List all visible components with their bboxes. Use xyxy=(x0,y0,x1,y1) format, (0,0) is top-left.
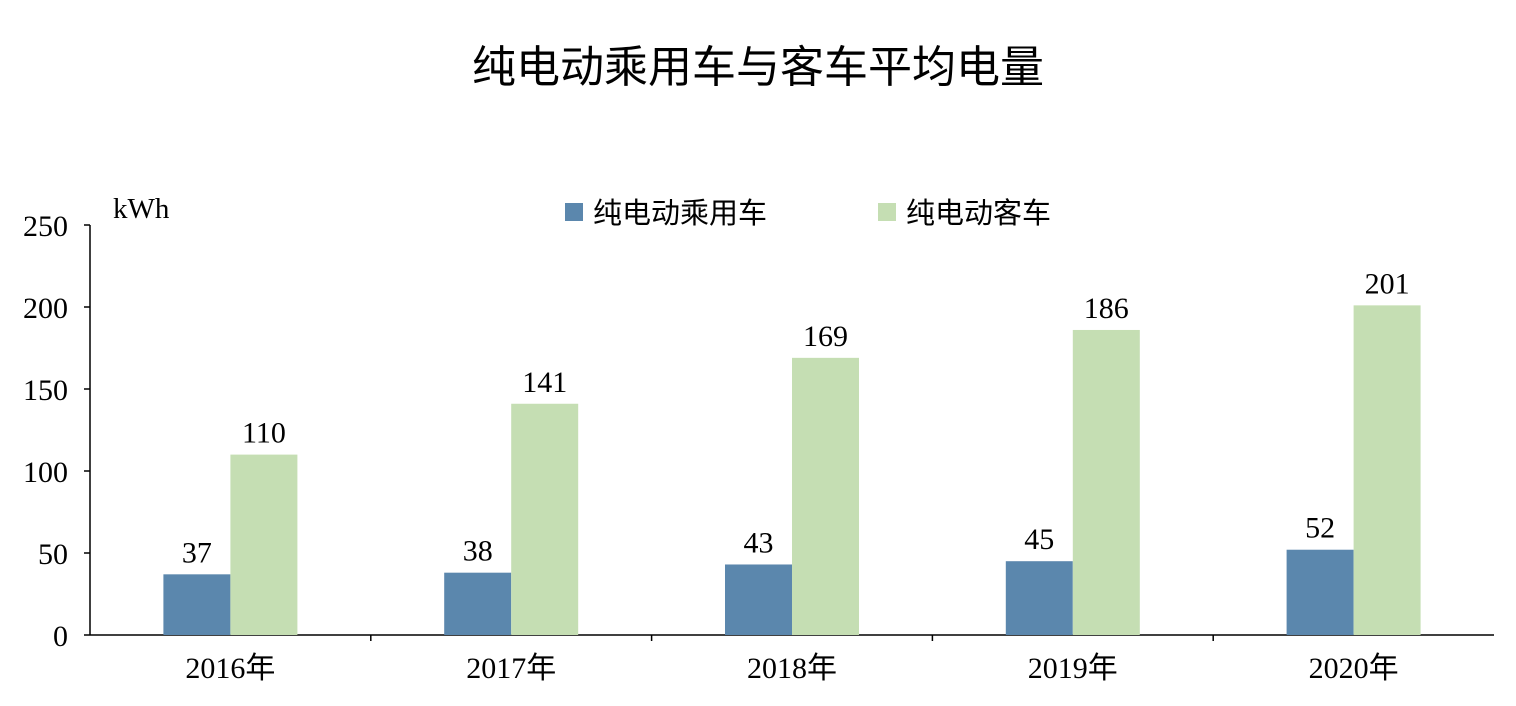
legend-swatch xyxy=(565,203,583,221)
bar xyxy=(230,454,298,635)
data-label: 169 xyxy=(803,320,848,353)
bar xyxy=(1286,549,1354,635)
x-tick-label: 2017年 xyxy=(466,652,556,685)
legend-label: 纯电动客车 xyxy=(906,196,1051,230)
bar xyxy=(163,574,231,635)
data-label: 110 xyxy=(242,417,286,450)
data-labels: 37 110 38 141 43 169 45 186 52 201 xyxy=(182,267,1410,569)
legend: 纯电动乘用车 纯电动客车 xyxy=(565,196,1051,230)
data-label: 201 xyxy=(1365,267,1410,300)
x-tick-label: 2020年 xyxy=(1309,652,1399,685)
y-tick-label: 250 xyxy=(23,210,68,243)
data-label: 38 xyxy=(463,535,493,568)
data-label: 52 xyxy=(1305,512,1335,545)
bar xyxy=(511,403,579,635)
y-tick-label: 0 xyxy=(53,620,68,653)
data-label: 141 xyxy=(522,366,567,399)
bar xyxy=(792,357,859,635)
legend-label: 纯电动乘用车 xyxy=(593,196,767,230)
chart-title: 纯电动乘用车与客车平均电量 xyxy=(472,42,1044,93)
x-tick-label: 2019年 xyxy=(1028,652,1118,685)
legend-swatch xyxy=(878,203,896,221)
y-tick-label: 200 xyxy=(23,292,68,325)
data-label: 45 xyxy=(1024,523,1054,556)
x-tick-label: 2016年 xyxy=(185,652,275,685)
data-label: 43 xyxy=(744,526,774,559)
bar xyxy=(1072,329,1140,635)
x-axis: 2016年 2017年 2018年 2019年 2020年 xyxy=(90,634,1494,685)
y-axis-unit-label: kWh xyxy=(113,193,170,225)
data-label: 186 xyxy=(1084,292,1129,325)
bar xyxy=(444,572,512,635)
bars xyxy=(163,305,1421,635)
y-tick-label: 150 xyxy=(23,374,68,407)
data-label: 37 xyxy=(182,536,212,569)
y-tick-label: 100 xyxy=(23,456,68,489)
bar xyxy=(1005,561,1073,635)
bar xyxy=(1353,305,1421,635)
y-tick-label: 50 xyxy=(38,538,68,571)
bar xyxy=(725,564,792,635)
x-tick-label: 2018年 xyxy=(747,652,837,685)
y-axis: 0 50 100 150 200 250 xyxy=(23,210,91,653)
